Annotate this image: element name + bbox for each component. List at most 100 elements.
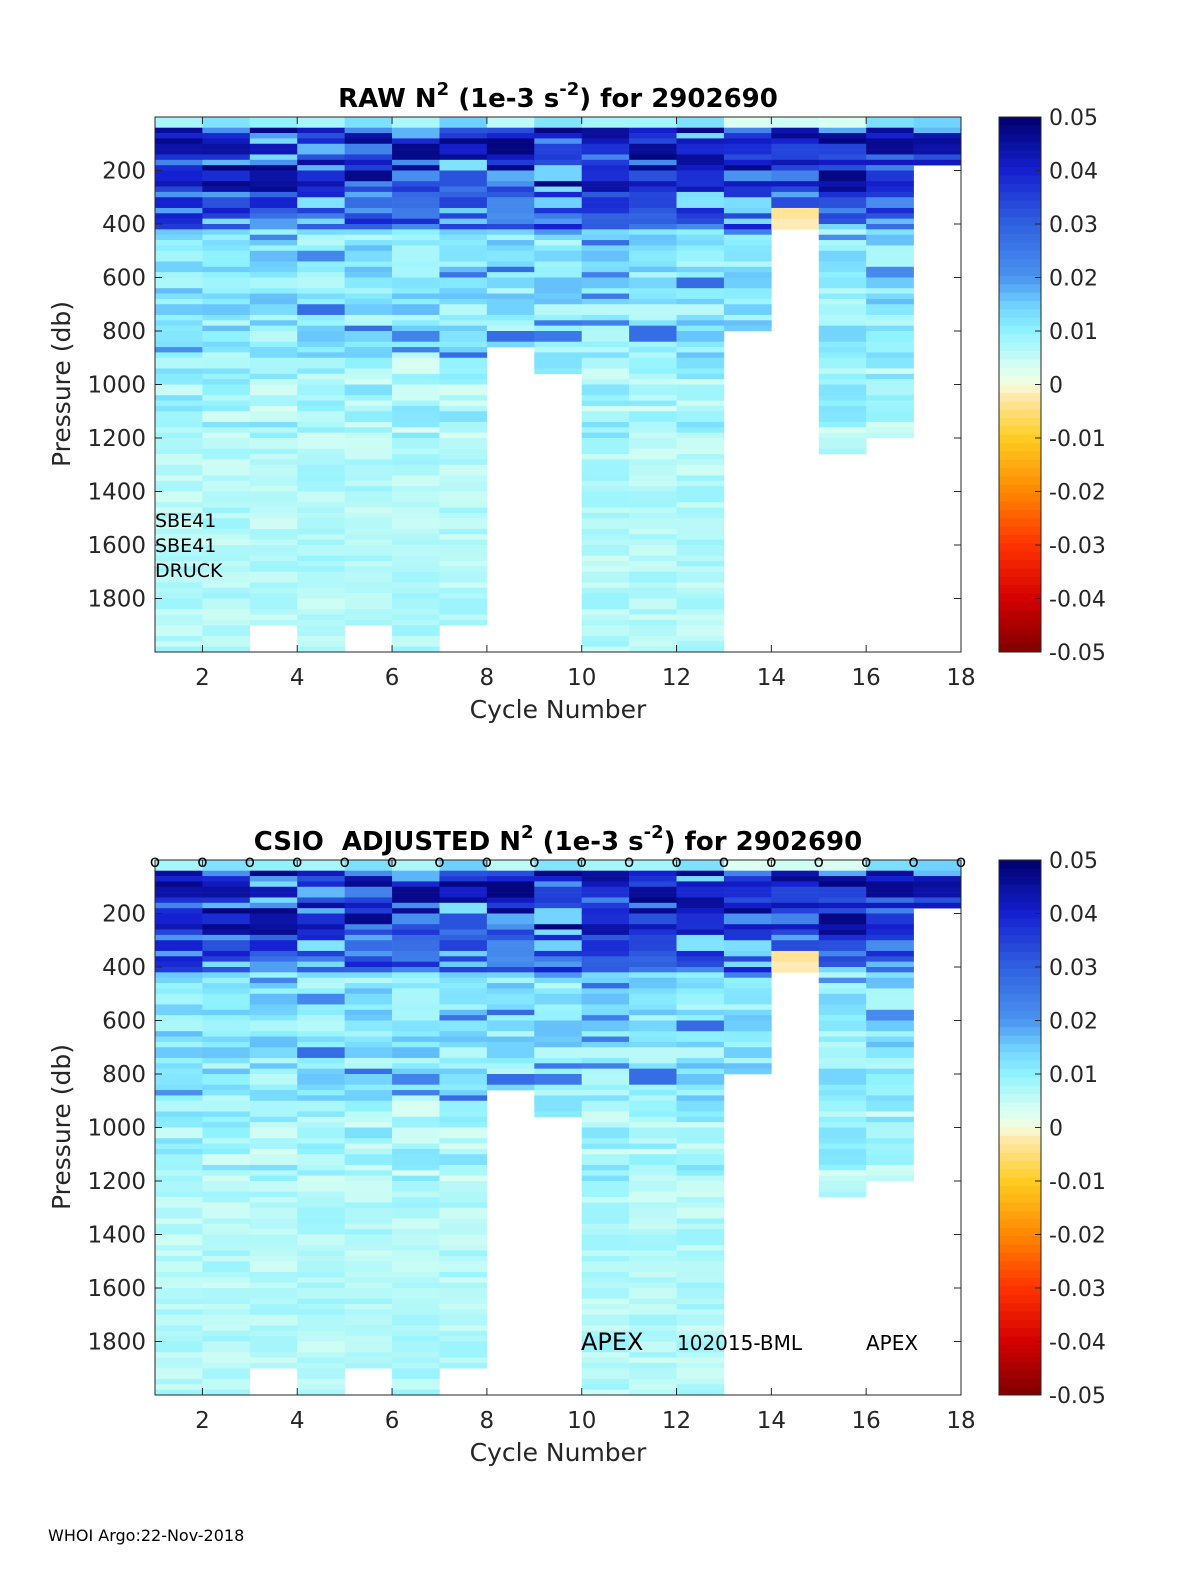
heatmap-cell: [723, 234, 772, 241]
heatmap-cell: [486, 149, 535, 155]
heatmap-cell: [297, 496, 345, 503]
heatmap-cell: [534, 977, 583, 984]
heatmap-cell: [392, 416, 440, 423]
heatmap-cell: [771, 207, 820, 214]
heatmap-cell: [486, 325, 535, 332]
heatmap-cell: [202, 1288, 251, 1294]
heatmap-cell: [676, 1020, 725, 1027]
heatmap-cell: [297, 304, 345, 310]
heatmap-cell: [629, 1293, 677, 1299]
colorbar-segment: [999, 1294, 1041, 1304]
heatmap-cell: [249, 117, 298, 123]
heatmap-cell: [439, 143, 488, 150]
heatmap-cell: [249, 865, 298, 871]
heatmap-cell: [866, 988, 914, 995]
heatmap-cell: [818, 443, 867, 449]
heatmap-cell: [818, 1116, 867, 1123]
heatmap-cell: [344, 1234, 393, 1241]
heatmap-cell: [297, 1009, 345, 1016]
heatmap-cell: [249, 587, 298, 594]
heatmap-cell: [202, 320, 251, 326]
heatmap-cell: [439, 561, 488, 567]
heatmap-cell: [249, 929, 298, 936]
heatmap-cell: [297, 1057, 345, 1064]
heatmap-cell: [439, 1063, 488, 1069]
heatmap-cell: [249, 1266, 298, 1273]
heatmap-cell: [771, 117, 820, 123]
heatmap-cell: [676, 1047, 725, 1053]
heatmap-cell: [392, 389, 440, 396]
heatmap-cell: [344, 566, 393, 573]
heatmap-cell: [581, 1009, 630, 1016]
heatmap-cell: [344, 133, 393, 139]
heatmap-cell: [629, 860, 677, 866]
heatmap-cell: [249, 389, 298, 396]
heatmap-cell: [913, 870, 961, 877]
heatmap-cell: [581, 950, 630, 957]
heatmap-cell: [297, 934, 345, 941]
heatmap-cell: [344, 1106, 393, 1112]
heatmap-cell: [771, 127, 820, 134]
heatmap-cell: [581, 902, 630, 909]
heatmap-cell: [249, 1063, 298, 1069]
heatmap-cell: [344, 977, 393, 984]
heatmap-cell: [439, 347, 488, 353]
heatmap-cell: [676, 1218, 725, 1225]
heatmap-cell: [297, 1234, 345, 1241]
heatmap-cell: [155, 876, 203, 882]
heatmap-cell: [439, 1239, 488, 1246]
heatmap-cell: [676, 539, 725, 546]
heatmap-cell: [297, 1004, 345, 1011]
heatmap-cell: [486, 924, 535, 930]
heatmap-cell: [155, 197, 203, 203]
heatmap-cell: [202, 207, 251, 214]
heatmap-cell: [581, 224, 630, 230]
colorbar-segment: [999, 876, 1041, 886]
heatmap-cell: [534, 154, 583, 161]
heatmap-cell: [344, 512, 393, 519]
heatmap-cell: [344, 603, 393, 610]
heatmap-cell: [771, 138, 820, 145]
heatmap-cell: [581, 1100, 630, 1107]
heatmap-cell: [155, 1090, 203, 1096]
heatmap-cell: [155, 545, 203, 551]
colorbar-segment: [999, 509, 1041, 519]
heatmap-cell: [439, 566, 488, 573]
heatmap-cell: [297, 870, 345, 877]
heatmap-cell: [249, 983, 298, 989]
heatmap-cell: [723, 1068, 772, 1075]
heatmap-cell: [202, 999, 251, 1005]
heatmap-cell: [723, 950, 772, 957]
heatmap-cell: [676, 282, 725, 289]
heatmap-cell: [629, 405, 677, 412]
heatmap-cell: [392, 630, 440, 637]
heatmap-cell: [486, 1084, 535, 1091]
heatmap-cell: [297, 528, 345, 535]
heatmap-cell: [249, 1197, 298, 1203]
heatmap-cell: [202, 186, 251, 193]
heatmap-cell: [439, 1207, 488, 1214]
heatmap-cell: [155, 502, 203, 508]
heatmap-cell: [344, 1293, 393, 1299]
heatmap-cell: [344, 1095, 393, 1102]
colorbar-segment: [999, 376, 1041, 385]
heatmap-cell: [629, 347, 677, 353]
heatmap-cell: [392, 470, 440, 476]
heatmap-cell: [439, 614, 488, 621]
heatmap-cell: [392, 175, 440, 182]
heatmap-cell: [676, 1186, 725, 1192]
heatmap-cell: [534, 175, 583, 182]
heatmap-cell: [297, 197, 345, 203]
colorbar-segment: [999, 434, 1041, 444]
heatmap-cell: [486, 1015, 535, 1021]
heatmap-cell: [723, 127, 772, 134]
heatmap-cell: [676, 545, 725, 551]
heatmap-cell: [629, 1106, 677, 1112]
heatmap-cell: [249, 999, 298, 1005]
heatmap-cell: [344, 1100, 393, 1107]
heatmap-cell: [818, 256, 867, 262]
heatmap-cell: [344, 491, 393, 498]
heatmap-cell: [155, 566, 203, 573]
heatmap-cell: [392, 159, 440, 166]
heatmap-cell: [297, 432, 345, 439]
